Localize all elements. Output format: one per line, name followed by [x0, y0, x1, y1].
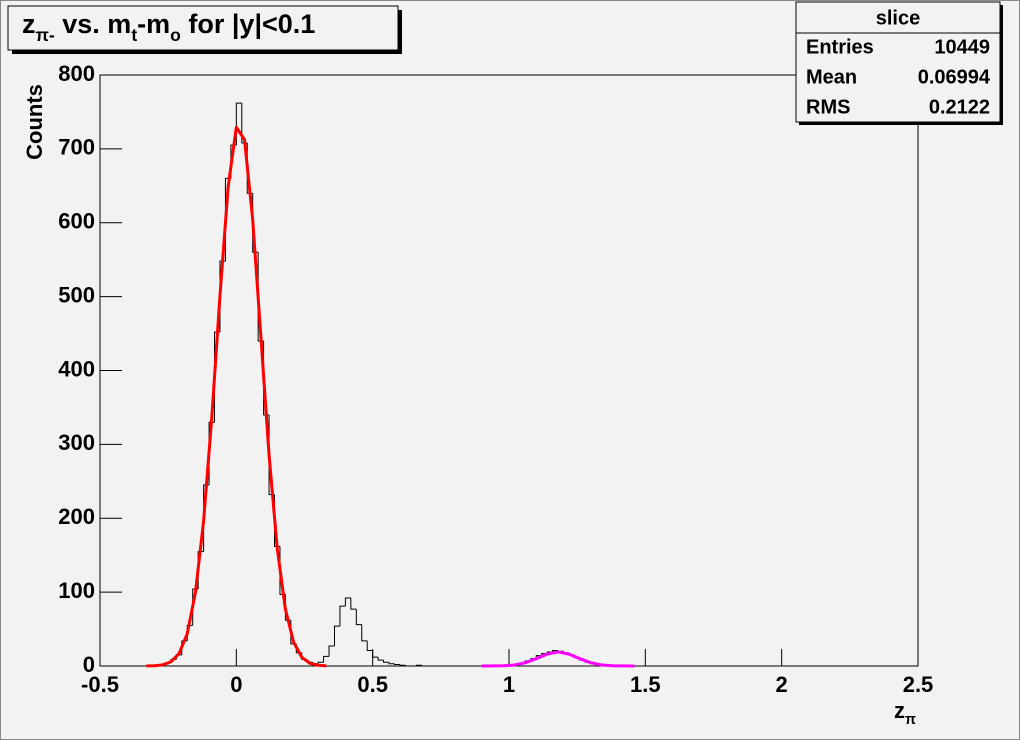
stats-label: RMS	[806, 96, 850, 118]
stats-box	[795, 1, 1001, 123]
histogram-bin	[350, 598, 357, 610]
chart-title: zπ- vs. mt-mo for |y|<0.1	[22, 9, 315, 45]
histogram-bin	[328, 645, 335, 657]
histogram-bin	[377, 657, 384, 661]
y-tick-label: 200	[58, 504, 95, 529]
x-tick-label: 1	[503, 672, 515, 697]
y-tick-label: 500	[58, 282, 95, 307]
text-segment: -m	[137, 9, 170, 39]
x-tick-label: 2	[776, 672, 788, 697]
x-tick-label: -0.5	[81, 672, 119, 697]
fit-curve	[146, 125, 327, 668]
text-segment: π-	[36, 25, 55, 45]
histogram-bin	[415, 664, 422, 666]
stats-label: Mean	[806, 66, 857, 88]
histogram-bin	[393, 663, 400, 666]
histogram-bin	[339, 605, 346, 627]
text-segment: for |y|<0.1	[181, 9, 315, 39]
y-tick-label: 700	[58, 135, 95, 160]
text-segment: t	[131, 25, 137, 45]
fit-curve	[481, 650, 635, 668]
histogram-bin	[317, 661, 324, 664]
y-tick-label: 600	[58, 209, 95, 234]
stats-rows: Entries 10449 Mean 0.06994 RMS 0.2122	[806, 36, 991, 118]
stats-value: 0.2122	[929, 96, 990, 118]
histogram-bin	[361, 624, 368, 642]
plot-frame	[99, 74, 919, 667]
stats-value: 0.06994	[918, 66, 991, 88]
y-tick-label: 800	[58, 61, 95, 86]
histogram-bin	[344, 597, 351, 607]
stats-title: slice	[876, 7, 920, 29]
y-axis-label: Counts	[22, 84, 47, 160]
histogram-bin	[399, 664, 406, 666]
y-tick-label: 400	[58, 356, 95, 381]
y-tick-label: 0	[83, 652, 95, 677]
y-tick-label: 300	[58, 430, 95, 455]
histogram-bin	[421, 665, 428, 667]
histogram-bin	[323, 655, 330, 663]
histogram-bin	[404, 665, 411, 667]
text-segment: π	[905, 712, 916, 728]
histogram-bin	[383, 660, 390, 663]
x-tick-label: 2.5	[903, 672, 934, 697]
x-tick-label: 0.5	[357, 672, 388, 697]
text-segment: z	[22, 9, 36, 39]
x-tick-label: 1.5	[630, 672, 661, 697]
x-axis-label: zπ	[894, 698, 916, 728]
y-tick-label: 100	[58, 578, 95, 603]
text-segment: o	[170, 25, 181, 45]
histogram-bin	[355, 609, 362, 626]
histogram-bin	[366, 640, 373, 651]
x-tick-label: 0	[230, 672, 242, 697]
text-segment: vs. m	[55, 9, 132, 39]
stats-label: Entries	[806, 36, 874, 58]
histogram-bin	[333, 625, 340, 647]
stats-value: 10449	[934, 36, 990, 58]
histogram-bin	[372, 650, 379, 658]
histogram-bin	[552, 649, 559, 652]
text-segment: z	[894, 698, 905, 723]
histogram-bin	[388, 662, 395, 665]
title-box	[7, 5, 399, 51]
